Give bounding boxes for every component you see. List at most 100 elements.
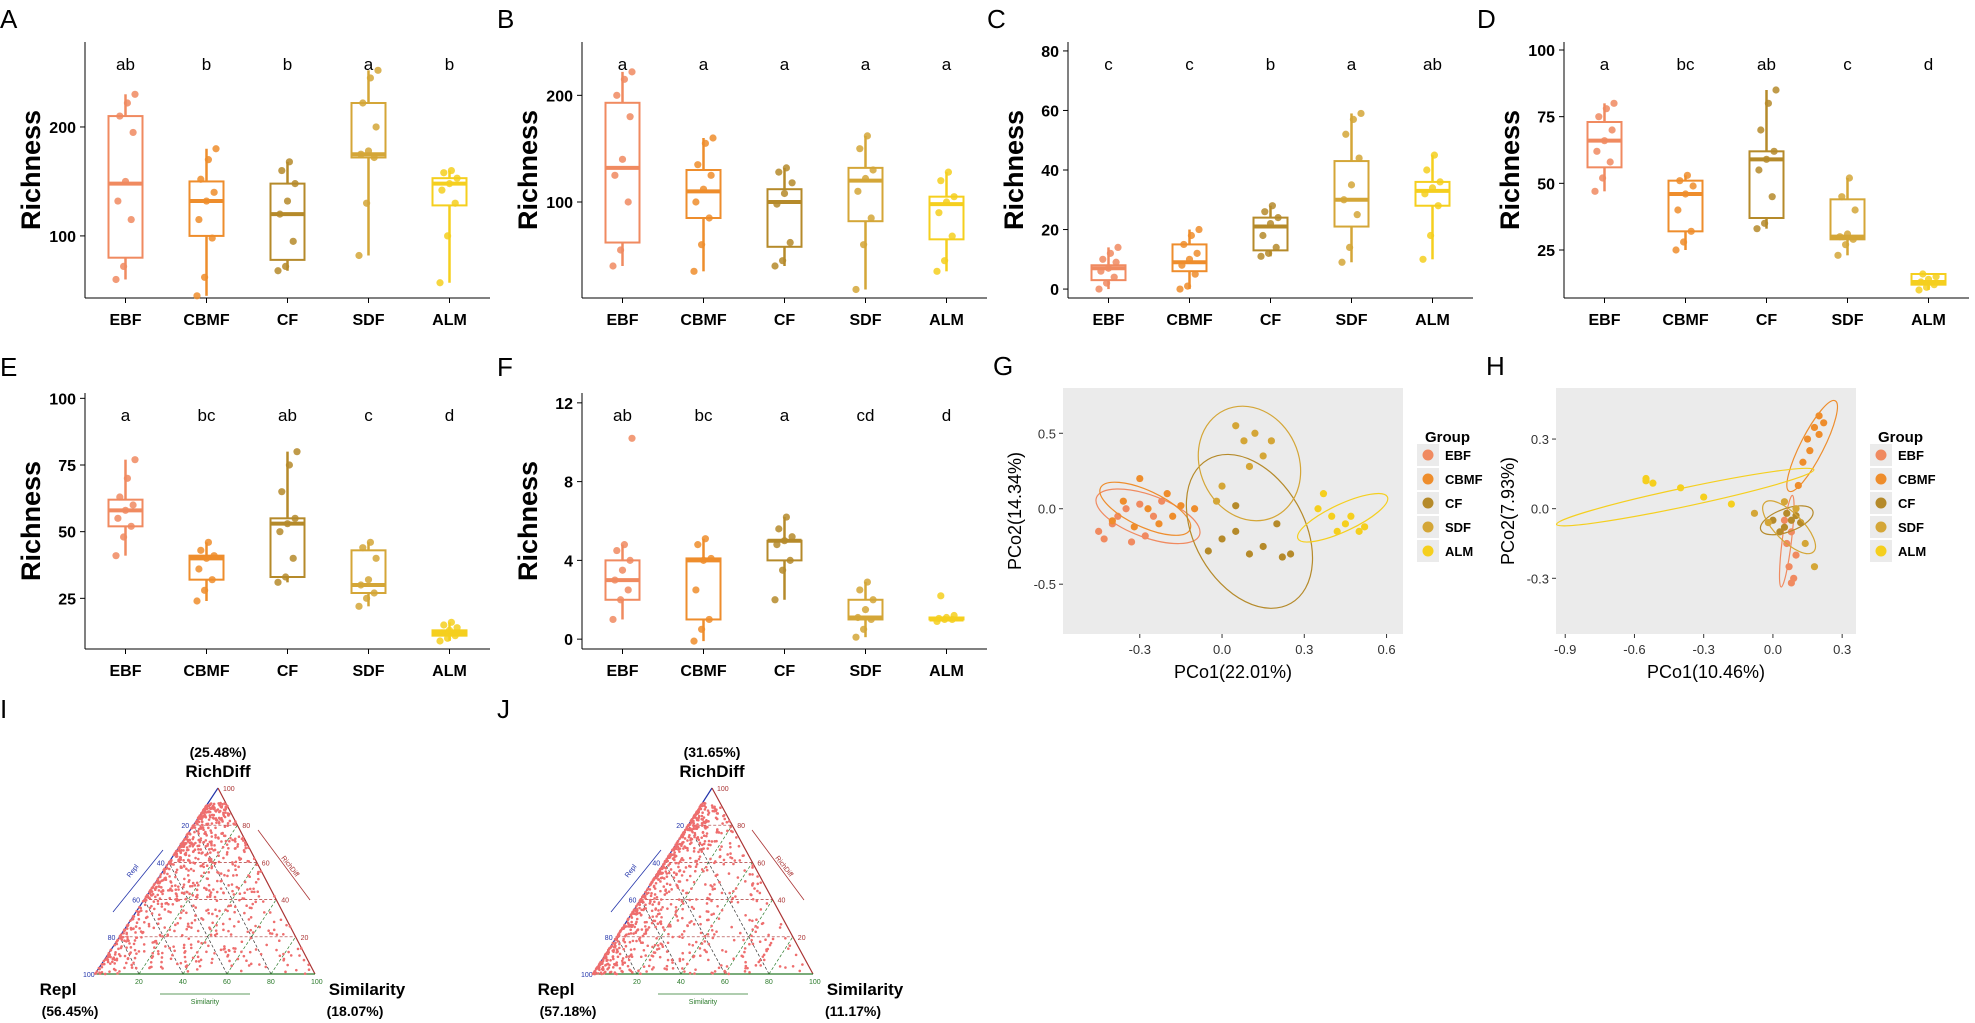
data-point xyxy=(159,873,163,876)
x-tick-label: CF xyxy=(774,663,796,680)
data-point xyxy=(736,900,740,904)
data-point xyxy=(628,434,636,442)
data-point xyxy=(197,827,201,831)
data-point xyxy=(688,971,692,975)
data-point xyxy=(690,267,698,275)
data-point xyxy=(222,928,225,932)
data-point xyxy=(708,897,711,901)
data-point xyxy=(436,637,444,645)
x-tick-label: -0.3 xyxy=(1692,642,1714,657)
data-point xyxy=(143,921,146,924)
box-cbmf xyxy=(188,180,225,237)
tick-richdiff: 60 xyxy=(262,860,270,867)
data-point xyxy=(231,889,234,893)
box-alm xyxy=(1414,180,1451,207)
data-point xyxy=(202,554,211,562)
data-point xyxy=(628,968,631,972)
data-point xyxy=(662,862,666,866)
data-point xyxy=(1106,249,1114,257)
data-point xyxy=(640,928,644,931)
data-point xyxy=(170,862,174,866)
data-point xyxy=(867,214,875,222)
data-point xyxy=(613,962,616,966)
data-point xyxy=(191,881,195,885)
data-point xyxy=(656,912,660,916)
data-point xyxy=(671,967,675,970)
data-point xyxy=(95,970,99,973)
data-point xyxy=(658,955,662,959)
data-point xyxy=(663,928,666,932)
y-tick-label: 20 xyxy=(1041,223,1059,240)
data-point xyxy=(223,825,227,829)
data-point xyxy=(791,965,795,968)
data-point xyxy=(195,565,203,573)
data-point xyxy=(197,851,201,855)
data-point xyxy=(117,947,120,951)
data-point xyxy=(148,966,151,970)
data-point xyxy=(115,958,119,962)
x-tick-label: ALM xyxy=(432,663,467,680)
legend-title: Group xyxy=(1425,429,1470,446)
data-point xyxy=(665,872,669,875)
data-point xyxy=(242,897,246,901)
data-point xyxy=(175,897,179,901)
data-point xyxy=(1130,523,1138,531)
data-point xyxy=(206,842,210,846)
data-point xyxy=(1267,437,1275,445)
data-point xyxy=(765,949,768,953)
data-point xyxy=(247,846,250,850)
right-label: Similarity xyxy=(827,980,904,999)
data-point xyxy=(697,825,700,829)
data-point xyxy=(695,898,698,901)
data-point xyxy=(1342,130,1350,138)
data-point xyxy=(648,916,651,919)
data-point xyxy=(675,847,678,851)
data-point xyxy=(209,933,213,937)
data-point xyxy=(1119,497,1127,505)
data-point xyxy=(1770,147,1778,155)
data-point xyxy=(863,578,872,586)
data-point xyxy=(165,901,169,905)
significance-letter: d xyxy=(942,406,951,425)
data-point xyxy=(1319,490,1328,498)
data-point xyxy=(236,842,240,846)
data-point xyxy=(1259,542,1267,551)
data-point xyxy=(289,554,297,562)
tick-repl: 20 xyxy=(676,823,684,830)
data-point xyxy=(289,954,293,957)
data-point xyxy=(278,954,282,958)
data-point xyxy=(665,875,669,878)
data-point xyxy=(171,953,174,957)
data-point xyxy=(738,859,742,862)
data-point xyxy=(229,836,232,840)
data-point xyxy=(145,910,148,913)
data-point xyxy=(756,882,760,886)
data-point xyxy=(738,931,742,935)
data-point xyxy=(238,892,242,896)
data-point xyxy=(207,944,210,948)
data-point xyxy=(188,832,192,836)
legend-label: CF xyxy=(1445,496,1462,511)
y-tick-label: 100 xyxy=(49,391,76,408)
data-point xyxy=(724,950,728,953)
data-point xyxy=(246,930,250,934)
data-point xyxy=(180,934,184,937)
data-point xyxy=(204,853,208,857)
data-point xyxy=(138,910,141,913)
data-point xyxy=(591,972,595,976)
data-point xyxy=(656,944,660,947)
data-point xyxy=(182,885,185,889)
left-percent: (56.45%) xyxy=(42,1003,99,1019)
data-point xyxy=(675,883,679,887)
data-point xyxy=(773,541,781,549)
x-tick-label: CBMF xyxy=(183,312,229,329)
data-point xyxy=(175,962,179,966)
data-point xyxy=(700,822,704,825)
data-point xyxy=(710,840,714,843)
tick-similarity: 80 xyxy=(765,979,773,986)
left-label: Repl xyxy=(40,980,77,999)
data-point xyxy=(1355,154,1363,162)
data-point xyxy=(640,908,643,912)
data-point xyxy=(626,918,630,921)
tick-similarity: 60 xyxy=(721,979,729,986)
